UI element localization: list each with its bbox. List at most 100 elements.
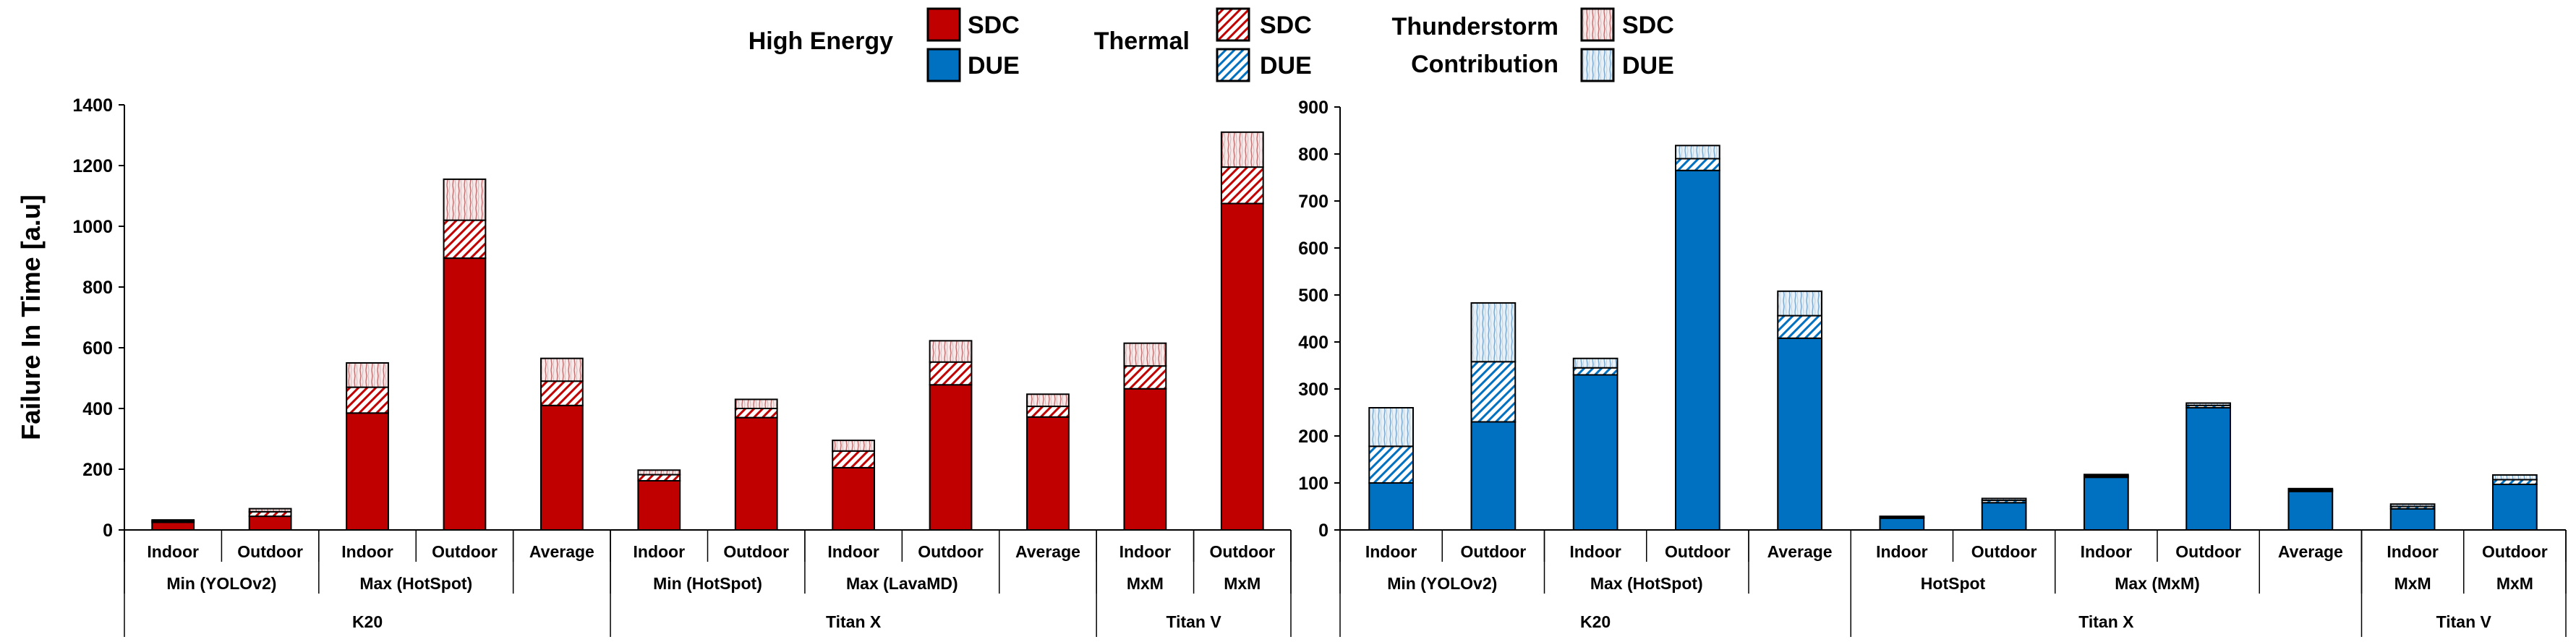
legend-group-2: Thunderstorm Contribution SDC DUE — [1392, 7, 1674, 82]
bar-segment — [637, 474, 681, 482]
bar-segment — [443, 257, 487, 531]
bar-segment — [1572, 367, 1618, 376]
bar-segment — [2185, 407, 2231, 531]
bar-segment — [637, 479, 681, 531]
y-tick-label: 800 — [82, 278, 113, 298]
x-device-label: K20 — [1580, 612, 1611, 631]
x-group-label: Max (LavaMD) — [846, 574, 958, 593]
x-group-label: MxM — [1127, 574, 1164, 593]
bar-segment — [1026, 406, 1070, 418]
legend-group-1: Thermal SDC DUE — [1094, 7, 1312, 82]
y-tick-label: 400 — [82, 399, 113, 419]
x-device-label: Titan V — [2436, 612, 2492, 631]
x-category-label: Indoor — [1876, 542, 1928, 561]
bar-segment — [1123, 365, 1167, 390]
bar-segment — [1470, 302, 1517, 363]
y-tick-label: 300 — [1298, 380, 1328, 400]
y-tick-label: 800 — [1298, 145, 1328, 165]
bar-segment — [2287, 487, 2334, 491]
legend-label-sdc: SDC — [1260, 12, 1312, 39]
bar-segment — [1220, 131, 1264, 168]
x-group-label: MxM — [2394, 574, 2431, 593]
x-device-label: K20 — [352, 612, 383, 631]
bar-segment — [1123, 342, 1167, 367]
y-tick-label: 700 — [1298, 192, 1328, 212]
y-tick-label: 0 — [1318, 521, 1328, 541]
y-tick-label: 500 — [1298, 286, 1328, 306]
x-group-label: Max (HotSpot) — [1590, 574, 1703, 593]
legend-title-line: Contribution — [1411, 51, 1558, 78]
y-tick-label: 200 — [1298, 427, 1328, 447]
bar-segment — [1879, 515, 1925, 518]
x-category-label: Indoor — [827, 542, 879, 561]
x-group-label: MxM — [1224, 574, 1261, 593]
x-category-label: Indoor — [1365, 542, 1417, 561]
y-tick-label: 600 — [1298, 239, 1328, 259]
bar-segment — [2287, 490, 2334, 531]
bar-segment — [1981, 502, 2027, 531]
bar-segment — [1026, 393, 1070, 408]
bar-segment — [2185, 402, 2231, 406]
bar-segment — [734, 398, 778, 410]
bar-segment — [346, 412, 389, 531]
x-category-label: Average — [2278, 542, 2343, 561]
x-category-label: Outdoor — [1971, 542, 2037, 561]
x-category-label: Outdoor — [237, 542, 303, 561]
x-group-label: Min (HotSpot) — [653, 574, 762, 593]
x-category-label: Average — [1767, 542, 1833, 561]
bar-segment — [539, 404, 584, 531]
bar-segment — [832, 466, 876, 531]
x-category-label: Outdoor — [1209, 542, 1275, 561]
y-tick-label: 600 — [82, 338, 113, 359]
x-group-label: Max (MxM) — [2115, 574, 2200, 593]
bar-segment — [1675, 169, 1720, 531]
bar-segment — [832, 440, 876, 452]
x-device-label: Titan X — [826, 612, 882, 631]
y-tick-label: 1000 — [72, 217, 113, 237]
bar-segment — [346, 386, 389, 414]
legend-swatch-due — [1216, 48, 1250, 82]
bar-segment — [1368, 445, 1414, 484]
x-category-label: Indoor — [2387, 542, 2439, 561]
bar-segment — [1220, 202, 1264, 531]
bar-segment — [734, 416, 778, 531]
legend: High EnergySDCDUEThermalSDCDUEThundersto… — [749, 7, 1674, 82]
bar-segment — [2492, 483, 2538, 531]
x-group-label: Max (HotSpot) — [359, 574, 472, 593]
bar-segment — [2492, 474, 2538, 481]
bar-segment — [1368, 407, 1414, 448]
legend-label-due: DUE — [1260, 52, 1312, 80]
legend-label-due: DUE — [968, 52, 1020, 80]
bar-segment — [539, 380, 584, 406]
legend-swatch-sdc — [1216, 7, 1250, 42]
legend-swatch-sdc — [926, 7, 961, 42]
legend-label-sdc: SDC — [1622, 12, 1674, 39]
bar-segment — [346, 362, 389, 388]
bar-segment — [1026, 416, 1070, 531]
bar-segment — [151, 521, 195, 531]
x-category-label: Outdoor — [723, 542, 789, 561]
x-category-label: Outdoor — [432, 542, 498, 561]
bar-segment — [539, 357, 584, 382]
y-tick-label: 0 — [103, 521, 113, 541]
bar-segment — [1981, 497, 2027, 502]
x-category-label: Outdoor — [918, 542, 984, 561]
bar-segment — [832, 450, 876, 468]
bar-segment — [151, 519, 195, 522]
bar-segment — [2389, 508, 2436, 531]
bar-segment — [1368, 482, 1414, 531]
x-device-label: Titan X — [2078, 612, 2134, 631]
x-group-label: HotSpot — [1921, 574, 1986, 593]
legend-label-due: DUE — [1622, 52, 1674, 80]
x-category-label: Indoor — [147, 542, 199, 561]
y-tick-label: 1400 — [72, 95, 113, 116]
legend-title: High Energy — [749, 27, 893, 55]
x-group-label: Min (YOLOv2) — [1387, 574, 1497, 593]
bar-segment — [1879, 517, 1925, 531]
bar-segment — [1123, 388, 1167, 531]
x-category-label: Indoor — [1569, 542, 1621, 561]
y-tick-label: 200 — [82, 460, 113, 480]
bar-segment — [734, 408, 778, 419]
bar-segment — [443, 178, 487, 221]
legend-title: Thermal — [1094, 27, 1190, 55]
